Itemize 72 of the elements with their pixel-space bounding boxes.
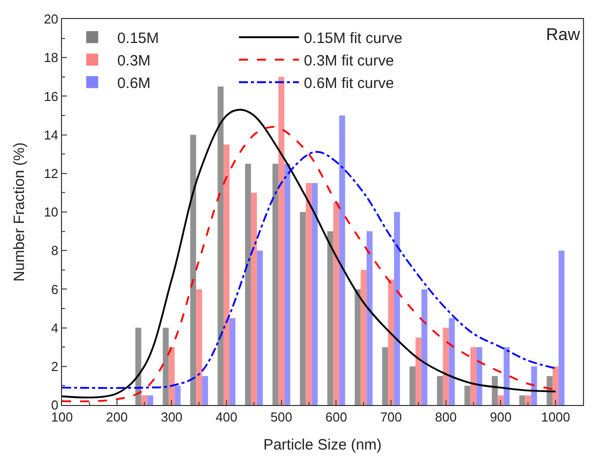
bar bbox=[339, 116, 346, 405]
bar bbox=[300, 212, 306, 405]
bar bbox=[284, 164, 290, 405]
bar bbox=[525, 395, 532, 405]
bar bbox=[442, 328, 449, 405]
bar bbox=[360, 270, 367, 405]
x-tick-label: 900 bbox=[490, 410, 512, 425]
bar bbox=[224, 144, 230, 405]
annotation: Raw bbox=[546, 25, 581, 44]
bar bbox=[135, 328, 142, 405]
bar bbox=[327, 231, 334, 405]
bar bbox=[436, 376, 443, 405]
bar bbox=[162, 328, 169, 405]
bar bbox=[416, 337, 422, 405]
x-axis-title: Particle Size (nm) bbox=[263, 436, 382, 454]
x-tick-label: 600 bbox=[325, 410, 348, 425]
x-tick-label: 700 bbox=[380, 410, 402, 425]
y-tick-label: 8 bbox=[51, 243, 58, 258]
y-axis-title: Number Fraction (%) bbox=[11, 142, 28, 282]
y-tick-label: 20 bbox=[44, 12, 58, 27]
bar bbox=[168, 347, 175, 405]
x-tick-label: 800 bbox=[435, 410, 457, 425]
bar bbox=[196, 289, 202, 405]
bar bbox=[245, 164, 251, 405]
bar bbox=[382, 347, 388, 405]
legend-label: 0.6M fit curve bbox=[304, 75, 394, 92]
x-tick-label: 1000 bbox=[541, 410, 570, 425]
y-tick-label: 12 bbox=[44, 166, 58, 181]
bar bbox=[421, 289, 428, 405]
bar bbox=[394, 212, 400, 405]
bar bbox=[306, 183, 312, 405]
bar bbox=[312, 183, 318, 405]
bar bbox=[256, 250, 263, 405]
legend-label: 0.3M bbox=[117, 52, 151, 70]
bar bbox=[230, 318, 236, 405]
bar bbox=[250, 192, 257, 405]
bar bbox=[354, 289, 361, 405]
y-tick-label: 18 bbox=[44, 50, 58, 66]
y-tick-label: 4 bbox=[51, 320, 58, 336]
y-tick-label: 2 bbox=[51, 358, 58, 374]
bar bbox=[519, 395, 526, 405]
x-tick-label: 300 bbox=[160, 410, 183, 425]
bar bbox=[278, 76, 284, 405]
x-tick-label: 200 bbox=[106, 410, 128, 425]
bar bbox=[504, 347, 510, 405]
bar bbox=[202, 376, 208, 405]
y-tick-label: 6 bbox=[51, 282, 58, 297]
bar bbox=[552, 366, 559, 405]
legend-label: 0.3M fit curve bbox=[304, 52, 394, 70]
legend-label: 0.6M bbox=[117, 75, 151, 92]
bar bbox=[531, 366, 538, 405]
bar bbox=[470, 347, 476, 405]
bar bbox=[448, 318, 455, 405]
bar bbox=[492, 376, 498, 405]
bar bbox=[190, 134, 196, 405]
bar bbox=[218, 86, 224, 405]
y-tick-label: 10 bbox=[44, 204, 58, 220]
bar bbox=[410, 366, 416, 405]
legend-label: 0.15M bbox=[117, 30, 159, 48]
x-tick-label: 500 bbox=[270, 410, 292, 425]
y-tick-label: 14 bbox=[44, 127, 58, 142]
bar bbox=[174, 386, 181, 405]
legend-label: 0.15M fit curve bbox=[304, 30, 402, 48]
bar bbox=[147, 395, 154, 405]
bar bbox=[272, 164, 278, 405]
y-tick-label: 16 bbox=[44, 88, 58, 104]
bar bbox=[388, 280, 394, 405]
bar bbox=[333, 202, 340, 405]
bar bbox=[464, 386, 470, 405]
x-tick-label: 400 bbox=[216, 410, 238, 425]
bar bbox=[558, 250, 564, 405]
bar bbox=[366, 231, 373, 405]
